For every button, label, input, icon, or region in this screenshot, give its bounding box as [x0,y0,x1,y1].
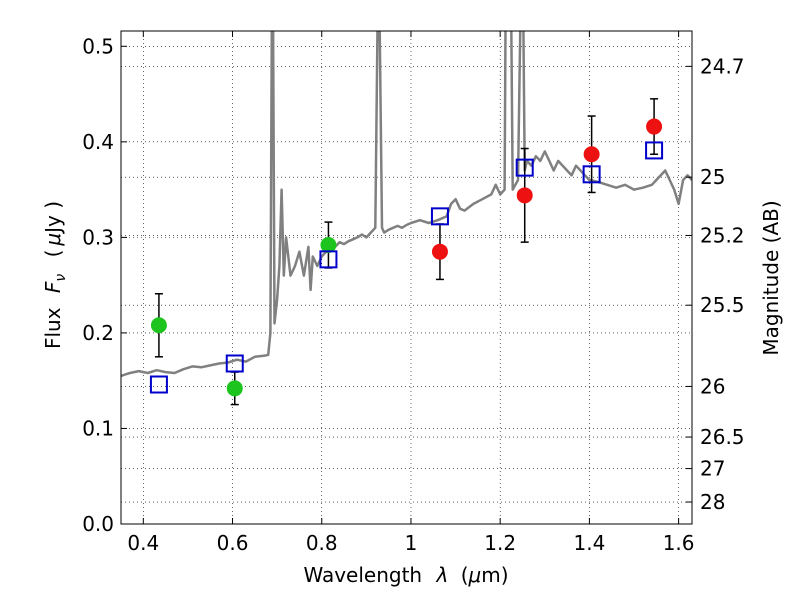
x-axis-label-unit-rest: m) [481,563,508,587]
data-point-square [582,165,601,184]
x-axis-label: Wavelength λ (μm) [303,563,508,587]
series-0 [150,221,337,406]
x-tick-label: 0.4 [127,531,159,555]
y-axis-label-unit-rest: Jy ) [41,201,65,235]
x-tick-label: 1.4 [573,531,605,555]
y-tick-label: 0.2 [82,321,114,345]
data-point-circle [226,380,243,397]
axis-ticks: 0.4 0.6 0.8 1 1.2 1.4 1.6 0.0 0.1 0.2 0.3 0.4 0.5 24.… [82,31,745,555]
axes-frame [120,30,693,525]
x-axis-label-text: Wavelength [303,563,422,587]
x-tick-label: 0.6 [217,531,249,555]
plot-area [121,31,692,406]
series-1 [431,98,663,281]
data-point-circle [516,187,533,204]
y2-tick-label: 26 [700,374,725,398]
y-axis-label-symbol: F [41,281,65,293]
data-point-circle [583,146,600,163]
y2-tick-label: 28 [700,490,725,514]
y-tick-label: 0.1 [82,416,114,440]
y2-tick-label: 26.5 [700,425,745,449]
y2-tick-label: 25.5 [700,293,745,317]
series-2 [149,141,664,394]
y-tick-label: 0.0 [82,512,114,536]
data-point-square [225,354,244,373]
x-axis-label-unit-open: ( [461,563,469,587]
data-point-square [515,158,534,177]
x-tick-label: 1.6 [663,531,695,555]
y2-tick-label: 27 [700,457,725,481]
x-tick-label: 1 [405,531,418,555]
y2-tick-label: 25.2 [700,223,745,247]
y2-tick-label: 25 [700,165,725,189]
data-point-circle [320,237,337,254]
data-point-square [319,250,338,269]
y-axis-label-unit-open: ( [41,250,65,258]
data-point-square [645,141,664,160]
y-axis-label: Flux Fν ( μJy ) [41,201,70,349]
data-point-circle [431,243,448,260]
y-tick-label: 0.3 [82,225,114,249]
x-axis-label-symbol: λ [435,563,448,587]
data-point-square [430,207,449,226]
y-tick-label: 0.5 [82,34,114,58]
model-spectrum-line [121,31,692,378]
x-tick-label: 1.2 [484,531,516,555]
y-axis-label-text: Flux [41,307,65,349]
y-tick-label: 0.4 [82,130,114,154]
x-tick-label: 0.8 [306,531,338,555]
y-axis-label-subscript: ν [53,274,69,282]
y-axis-label-unit-mu: μ [41,233,65,247]
y2-tick-label: 24.7 [700,54,745,78]
y2-axis-label: Magnitude (AB) [759,200,783,355]
data-point-square [149,375,168,394]
data-point-circle [150,317,167,334]
data-point-circle [646,118,663,135]
x-axis-label-unit-mu: μ [468,563,482,587]
